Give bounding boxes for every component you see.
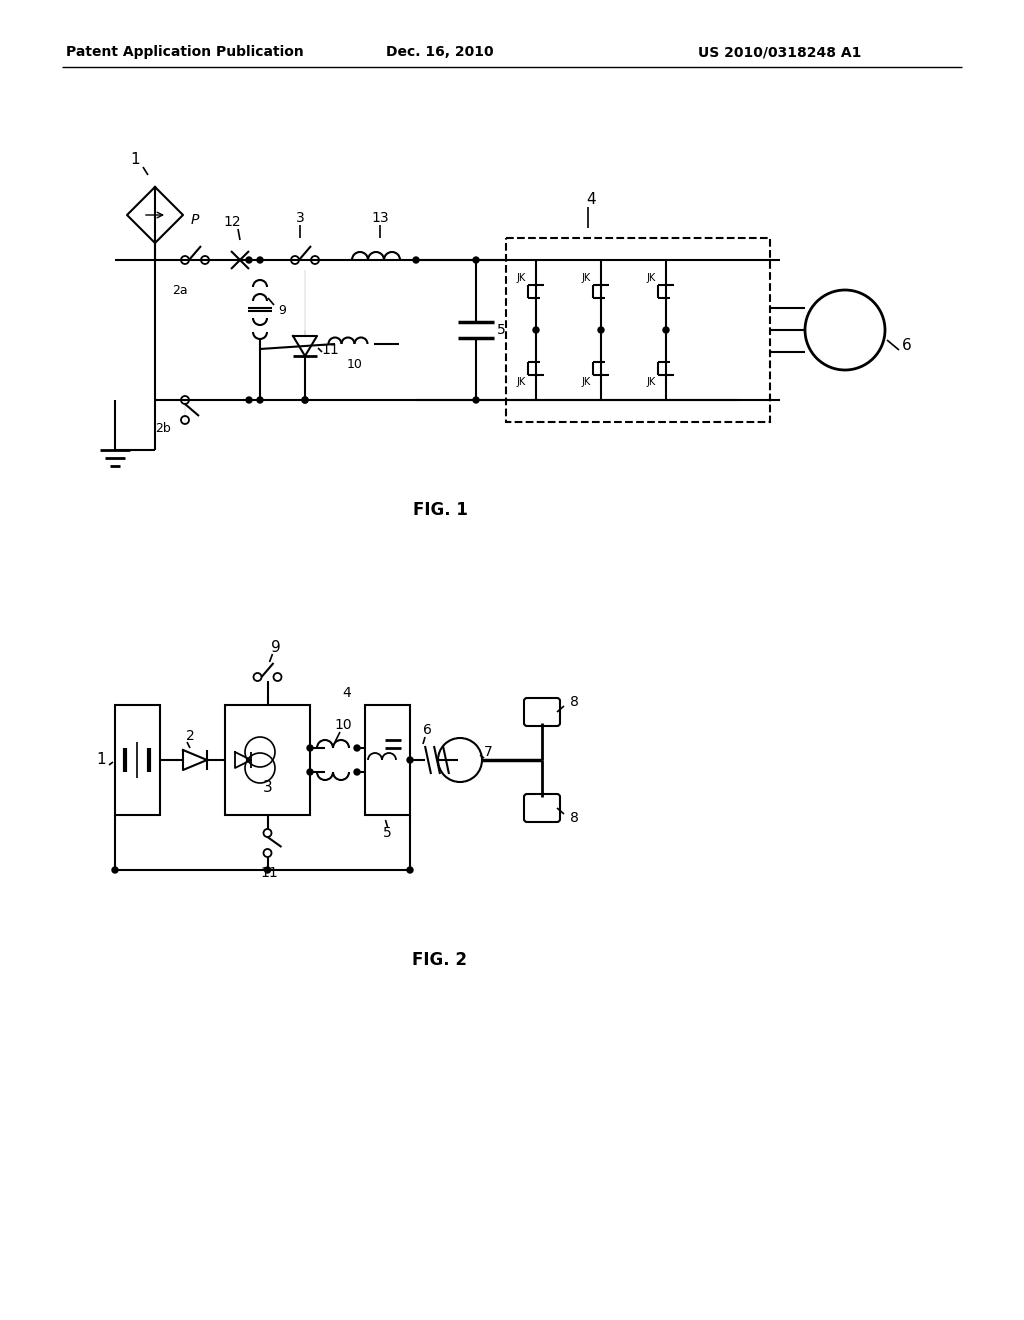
Text: 5: 5 (497, 323, 506, 337)
Text: US 2010/0318248 A1: US 2010/0318248 A1 (698, 45, 861, 59)
Text: 10: 10 (347, 358, 362, 371)
Circle shape (246, 397, 252, 403)
Text: 9: 9 (270, 639, 281, 655)
Text: 8: 8 (569, 810, 579, 825)
Text: JK: JK (582, 273, 591, 282)
Circle shape (302, 397, 308, 403)
Text: 1: 1 (96, 752, 105, 767)
Text: JK: JK (646, 273, 655, 282)
Text: Dec. 16, 2010: Dec. 16, 2010 (386, 45, 494, 59)
Text: JK: JK (582, 378, 591, 387)
Text: 13: 13 (371, 211, 389, 224)
Text: Patent Application Publication: Patent Application Publication (67, 45, 304, 59)
Bar (506, 238, 770, 422)
Circle shape (473, 257, 479, 263)
Text: 4: 4 (343, 686, 351, 700)
Text: 4: 4 (586, 193, 596, 207)
Text: 9: 9 (279, 304, 286, 317)
Text: P: P (190, 213, 200, 227)
Bar (225, 705, 310, 814)
Text: FIG. 1: FIG. 1 (413, 502, 467, 519)
Circle shape (264, 867, 270, 873)
Text: 3: 3 (296, 211, 304, 224)
Text: 11: 11 (261, 866, 279, 880)
Text: 12: 12 (223, 215, 241, 228)
Circle shape (534, 327, 539, 333)
Circle shape (663, 327, 669, 333)
Circle shape (307, 770, 313, 775)
Circle shape (598, 327, 604, 333)
Circle shape (246, 257, 252, 263)
Circle shape (407, 756, 413, 763)
Text: JK: JK (646, 378, 655, 387)
Circle shape (257, 257, 263, 263)
Text: JK: JK (516, 378, 525, 387)
Circle shape (354, 744, 360, 751)
Bar (115, 705, 160, 814)
Text: 8: 8 (569, 696, 579, 709)
Circle shape (257, 397, 263, 403)
Text: 5: 5 (383, 826, 392, 840)
Circle shape (354, 770, 360, 775)
Text: 2: 2 (185, 729, 195, 743)
Circle shape (307, 744, 313, 751)
Circle shape (407, 867, 413, 873)
Text: 6: 6 (423, 723, 431, 737)
Text: 3: 3 (262, 780, 272, 796)
Bar (365, 705, 410, 814)
Text: 1: 1 (130, 153, 140, 168)
Text: 2b: 2b (155, 421, 171, 434)
Circle shape (413, 257, 419, 263)
Circle shape (302, 397, 308, 403)
Text: FIG. 2: FIG. 2 (413, 950, 468, 969)
Text: 10: 10 (334, 718, 352, 733)
Text: 2a: 2a (172, 284, 187, 297)
Circle shape (473, 397, 479, 403)
Text: 11: 11 (322, 343, 339, 356)
Text: 6: 6 (902, 338, 912, 352)
Circle shape (112, 867, 118, 873)
Text: JK: JK (516, 273, 525, 282)
Text: 7: 7 (483, 744, 493, 759)
